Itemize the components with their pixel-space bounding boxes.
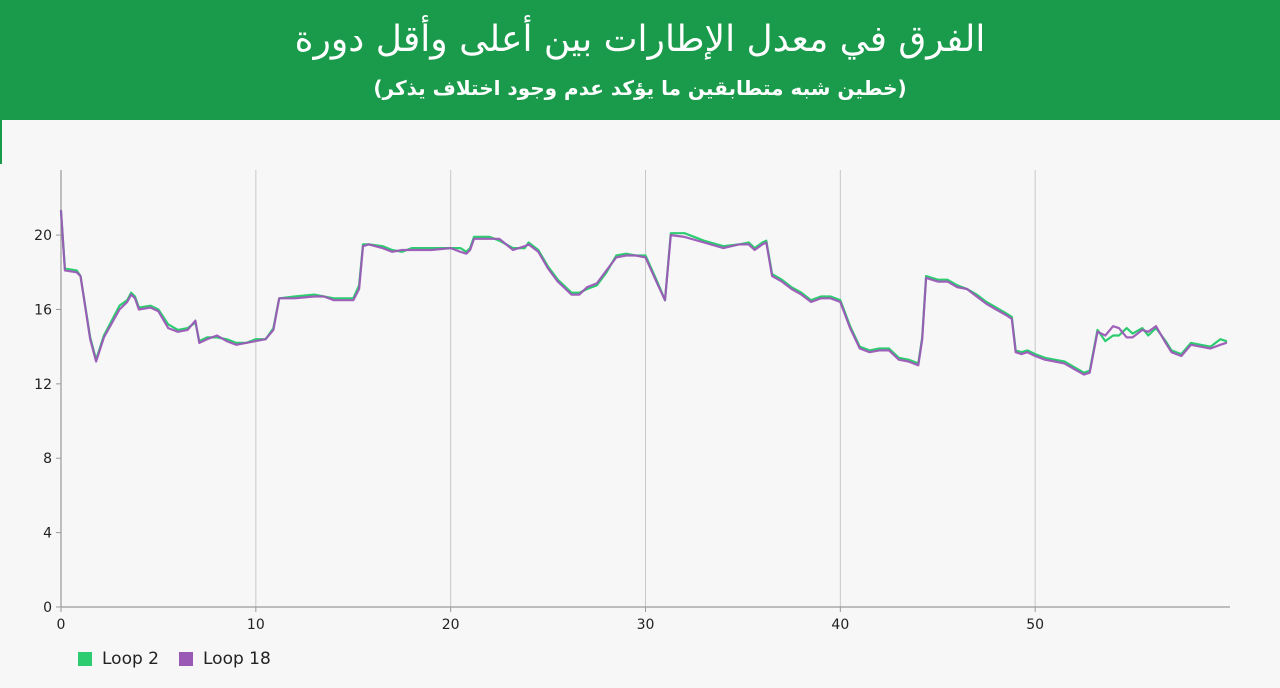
x-tick-label-10: 10 [247, 617, 265, 633]
y-tick-label-4: 4 [43, 526, 52, 542]
legend-label-loop-18: Loop 18 [203, 649, 271, 669]
line-chart: 0 10 20 30 40 50 0 4 8 12 16 20 [34, 170, 1230, 633]
chart-legend: Loop 2 Loop 18 [78, 648, 291, 670]
tick-labels: 0 10 20 30 40 50 0 4 8 12 16 20 [34, 228, 1044, 633]
legend-swatch-loop-2 [78, 652, 92, 666]
x-tick-label-0: 0 [57, 617, 66, 633]
legend-item-loop-18: Loop 18 [179, 649, 271, 669]
legend-swatch-loop-18 [179, 652, 193, 666]
page-title: الفرق في معدل الإطارات بين أعلى وأقل دور… [294, 19, 986, 60]
axes [56, 170, 1230, 612]
series-line-loop-2 [59, 209, 1228, 374]
series-line-loop-18 [59, 209, 1228, 376]
y-tick-label-20: 20 [34, 228, 52, 244]
legend-label-loop-2: Loop 2 [102, 649, 159, 669]
x-tick-label-50: 50 [1026, 617, 1044, 633]
x-tick-label-30: 30 [637, 617, 655, 633]
legend-item-loop-2: Loop 2 [78, 649, 159, 669]
grid-lines [255, 170, 1036, 607]
header-banner: الفرق في معدل الإطارات بين أعلى وأقل دور… [0, 0, 1280, 120]
y-tick-label-12: 12 [34, 377, 52, 393]
y-tick-label-0: 0 [43, 600, 52, 616]
page-subtitle: (خطين شبه متطابقين ما يؤكد عدم وجود اختل… [373, 76, 907, 100]
x-tick-label-40: 40 [831, 617, 849, 633]
accent-bar [0, 120, 2, 164]
y-tick-label-16: 16 [34, 302, 52, 318]
x-tick-label-20: 20 [442, 617, 460, 633]
y-tick-label-8: 8 [43, 451, 52, 467]
series-lines [59, 209, 1228, 376]
